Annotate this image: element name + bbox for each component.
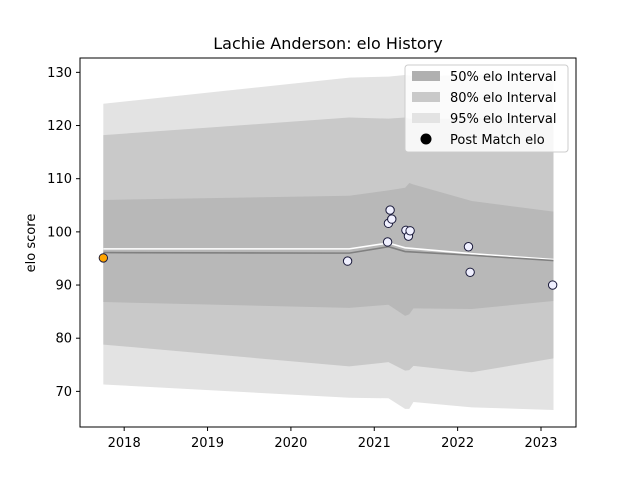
legend-swatch-1 — [412, 71, 440, 81]
data-point-12 — [547, 280, 558, 290]
y-axis: 70 80 90 100 110 120 130 — [47, 66, 80, 400]
series-line-1 — [103, 242, 554, 261]
y-axis-label: elo score — [24, 214, 39, 273]
y-tick-label: 90 — [55, 279, 72, 294]
y-tick-label: 130 — [47, 66, 72, 81]
legend-marker — [420, 133, 432, 145]
legend: 50% elo Interval 80% elo Interval 95% elo … — [404, 64, 569, 153]
legend-swatch-3 — [412, 113, 440, 123]
legend-label-4: Post Match elo — [450, 133, 545, 148]
x-tick-label: 2019 — [191, 436, 224, 451]
legend-label-2: 80% elo Interval — [450, 91, 557, 106]
data-point-11 — [465, 267, 475, 277]
legend-label-3: 95% elo Interval — [450, 112, 557, 127]
series-line-2 — [103, 245, 554, 262]
data-point-5 — [385, 205, 395, 215]
data-point-3 — [382, 237, 393, 247]
legend-box — [404, 64, 569, 153]
x-tick-label: 2023 — [524, 436, 557, 451]
data-point-6 — [387, 214, 397, 224]
y-tick-label: 120 — [47, 119, 72, 134]
data-point-1 — [98, 253, 109, 263]
chart-title: Lachie Anderson: elo History — [213, 34, 443, 53]
legend-swatch-2 — [412, 92, 440, 102]
points-layer — [98, 205, 558, 290]
y-tick-label: 110 — [47, 172, 72, 187]
lines-layer — [103, 242, 554, 262]
x-tick-label: 2021 — [358, 436, 391, 451]
x-tick-label: 2022 — [441, 436, 474, 451]
data-point-10 — [463, 242, 474, 252]
data-point-2 — [342, 256, 353, 266]
y-tick-label: 80 — [55, 332, 72, 347]
x-tick-label: 2020 — [274, 436, 307, 451]
y-tick-label: 100 — [47, 225, 72, 240]
plot-frame — [79, 57, 577, 428]
data-point-9 — [405, 226, 415, 236]
y-tick-label: 70 — [55, 385, 72, 400]
bands-layer — [103, 75, 554, 410]
x-tick-label: 2018 — [108, 436, 141, 451]
x-axis: 2018 2019 2020 2021 2022 2023 — [108, 427, 558, 451]
legend-label-1: 50% elo Interval — [450, 70, 557, 85]
